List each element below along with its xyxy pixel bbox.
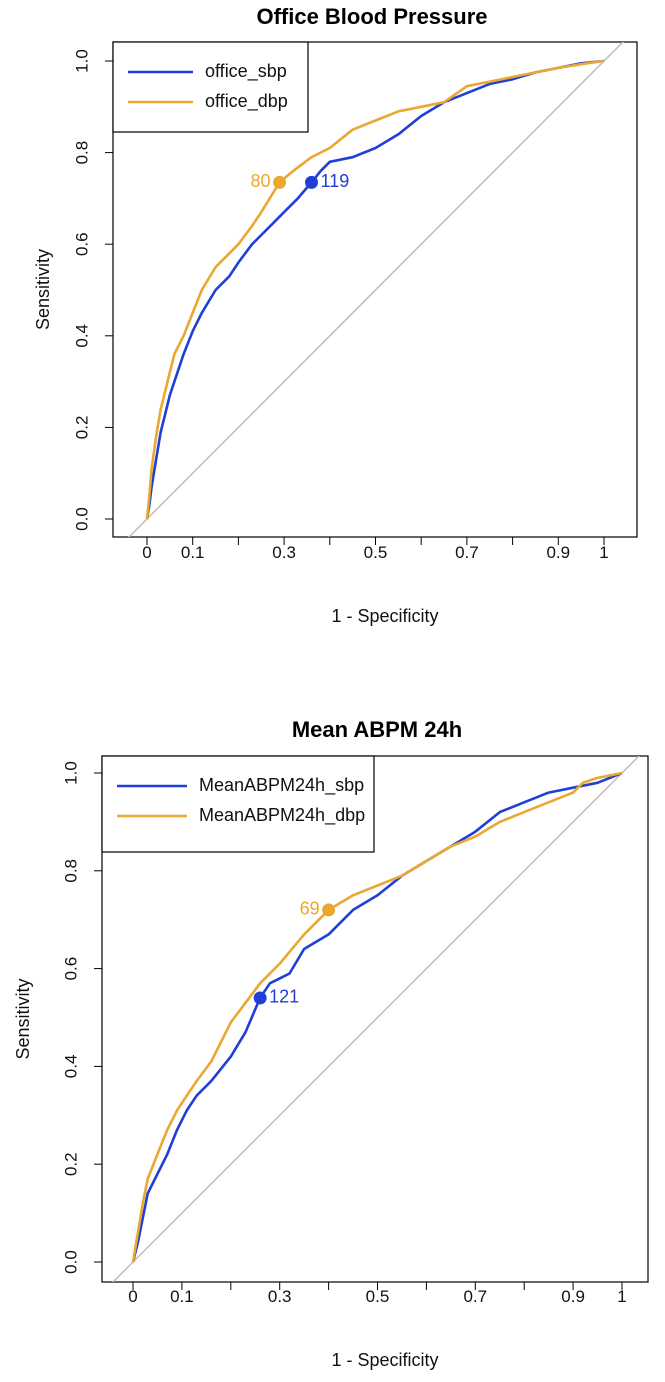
x-tick-label: 0.1 [170,1287,194,1306]
x-tick-label: 0 [142,543,151,562]
y-tick-label: 0.8 [61,859,80,883]
threshold-point-label: 119 [321,171,350,191]
threshold-point-label: 80 [250,171,270,191]
series-line-office_sbp [145,59,605,520]
plot-frame [101,755,649,1283]
y-tick-label: 0.2 [61,1152,80,1176]
threshold-point [273,175,287,189]
legend: office_sbp office_dbp [112,41,309,133]
x-tick-label: 0.3 [268,1287,292,1306]
chart-mean-abpm-24h: Mean ABPM 24h 0 0.1 0.3 0.5 0.7 0.9 1 0.0 0.2 0.4 0… [13,717,649,1370]
y-tick-label: 0.2 [72,416,91,440]
chance-diagonal [127,42,625,537]
threshold-point [322,903,336,917]
x-tick-label: 0.9 [561,1287,585,1306]
x-tick-label: 0.5 [366,1287,390,1306]
y-tick-label: 0.8 [72,141,91,165]
legend-box [112,41,309,133]
legend-entry: MeanABPM24h_sbp [199,775,364,796]
chart-office-blood-pressure: Office Blood Pressure 0 0.1 0.3 0.5 0.7 0.9 1 0.… [33,4,638,626]
x-tick-label: 0.7 [463,1287,487,1306]
x-axis-label: 1 - Specificity [331,606,438,626]
legend: MeanABPM24h_sbp MeanABPM24h_dbp [101,755,375,853]
series-line-MeanABPM24h_dbp [131,771,623,1263]
y-tick-label: 1.0 [72,49,91,73]
y-axis-label: Sensitivity [13,978,33,1059]
chart-title: Mean ABPM 24h [292,717,462,742]
x-tick-label: 0.5 [364,543,388,562]
x-tick-label: 0.9 [546,543,570,562]
y-tick-label: 1.0 [61,761,80,785]
y-axis-label: Sensitivity [33,249,53,330]
threshold-point [305,175,319,189]
legend-entry: office_dbp [205,91,288,112]
x-tick-label: 1 [599,543,608,562]
chance-diagonal [111,756,641,1282]
series-line-office_dbp [145,59,605,520]
threshold-point-label: 69 [300,899,320,919]
threshold-point [253,991,267,1005]
y-tick-label: 0.4 [61,1055,80,1079]
legend-entry: office_sbp [205,61,287,82]
y-tick-label: 0.6 [72,232,91,256]
y-tick-label: 0.6 [61,957,80,981]
y-tick-label: 0.4 [72,324,91,348]
x-tick-label: 0.1 [181,543,205,562]
threshold-point-label: 121 [269,987,299,1007]
series-line-MeanABPM24h_sbp [131,771,623,1263]
x-tick-label: 0.3 [272,543,296,562]
y-tick-label: 0.0 [61,1250,80,1274]
y-tick-label: 0.0 [72,507,91,531]
x-tick-label: 1 [617,1287,626,1306]
x-tick-label: 0.7 [455,543,479,562]
legend-box [101,755,375,853]
legend-entry: MeanABPM24h_dbp [199,805,365,826]
x-tick-label: 0 [128,1287,137,1306]
x-axis-label: 1 - Specificity [331,1350,438,1370]
chart-title: Office Blood Pressure [256,4,487,29]
